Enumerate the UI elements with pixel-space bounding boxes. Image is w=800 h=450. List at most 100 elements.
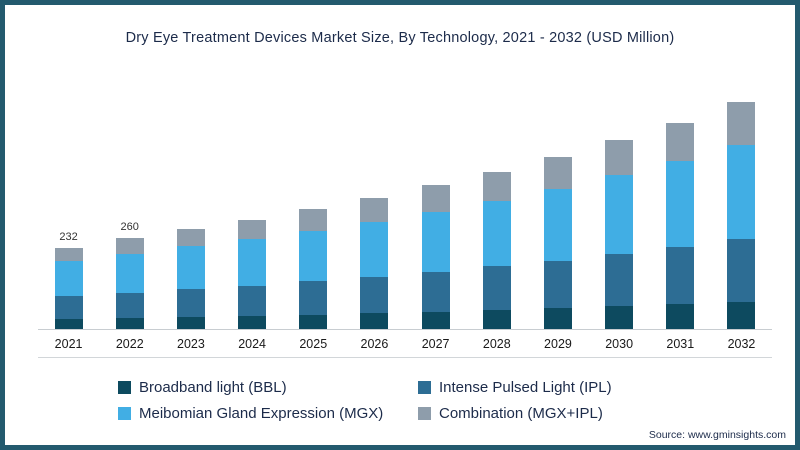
bar-column — [543, 140, 572, 329]
stacked-bar[interactable] — [176, 229, 205, 329]
bar-segment[interactable] — [176, 317, 205, 329]
x-axis-tick-label: 2028 — [482, 337, 511, 351]
bar-column: 260 — [115, 221, 144, 329]
x-axis-tick-label: 2032 — [727, 337, 756, 351]
bar-segment[interactable] — [360, 197, 389, 222]
bar-column — [604, 123, 633, 329]
x-axis-tick-label: 2021 — [54, 337, 83, 351]
bar-segment[interactable] — [727, 238, 756, 302]
stacked-bar[interactable] — [482, 171, 511, 329]
bar-segment[interactable] — [604, 140, 633, 176]
legend: Broadband light (BBL) Intense Pulsed Ligh… — [118, 379, 708, 422]
legend-item[interactable]: Combination (MGX+IPL) — [418, 405, 698, 422]
bar-segment[interactable] — [604, 175, 633, 254]
bar-segment[interactable] — [115, 253, 144, 293]
bar-segment[interactable] — [299, 230, 328, 282]
bar-segment[interactable] — [238, 316, 267, 329]
x-axis-tick-label: 2030 — [605, 337, 634, 351]
bar-segment[interactable] — [604, 253, 633, 307]
bar-segment[interactable] — [666, 304, 695, 329]
legend-swatch-icon — [118, 407, 131, 420]
bar-column — [299, 192, 328, 329]
bar-column — [176, 212, 205, 329]
bar-column — [727, 85, 756, 329]
bar-segment[interactable] — [299, 281, 328, 315]
bar-segment[interactable] — [360, 221, 389, 277]
legend-label: Meibomian Gland Expression (MGX) — [139, 405, 384, 422]
bar-segment[interactable] — [115, 292, 144, 319]
legend-item[interactable]: Intense Pulsed Light (IPL) — [418, 379, 698, 396]
plot-area: 232 260 — [38, 96, 772, 330]
stacked-bar[interactable] — [604, 140, 633, 329]
bar-segment[interactable] — [666, 246, 695, 305]
x-axis-tick-label: 2026 — [360, 337, 389, 351]
bar-segment[interactable] — [421, 272, 450, 312]
legend-label: Broadband light (BBL) — [139, 379, 287, 396]
bar-segment[interactable] — [54, 261, 83, 297]
bar-segment[interactable] — [299, 314, 328, 329]
bar-segment[interactable] — [543, 156, 572, 189]
bar-value-label: 232 — [59, 230, 78, 243]
bar-segment[interactable] — [299, 209, 328, 231]
bar-segment[interactable] — [543, 188, 572, 261]
bar-segment[interactable] — [360, 313, 389, 329]
bar-column — [666, 106, 695, 329]
bar-segment[interactable] — [176, 289, 205, 318]
x-axis-tick-label: 2031 — [666, 337, 695, 351]
bar-segment[interactable] — [482, 200, 511, 267]
bar-value-label: 260 — [120, 221, 139, 234]
bar-segment[interactable] — [482, 171, 511, 201]
x-axis-tick-label: 2025 — [299, 337, 328, 351]
bar-segment[interactable] — [727, 301, 756, 329]
legend-label: Combination (MGX+IPL) — [439, 405, 603, 422]
bar-segment[interactable] — [421, 311, 450, 329]
bar-segment[interactable] — [666, 122, 695, 162]
legend-swatch-icon — [118, 381, 131, 394]
stacked-bar[interactable] — [666, 122, 695, 329]
bar-segment[interactable] — [176, 246, 205, 290]
stacked-bar[interactable] — [115, 238, 144, 329]
bar-segment[interactable] — [666, 161, 695, 247]
bar-column: 232 — [54, 230, 83, 329]
stacked-bar[interactable] — [360, 197, 389, 329]
stacked-bar[interactable] — [54, 247, 83, 329]
bar-segment[interactable] — [360, 276, 389, 314]
x-axis-tick-label: 2023 — [177, 337, 205, 351]
bar-column — [360, 181, 389, 329]
bar-segment[interactable] — [727, 145, 756, 239]
stacked-bar[interactable] — [727, 102, 756, 329]
bar-segment[interactable] — [482, 266, 511, 311]
bar-column — [421, 168, 450, 329]
legend-swatch-icon — [418, 381, 431, 394]
source-attribution: Source: www.gminsights.com — [648, 429, 786, 441]
bar-segment[interactable] — [54, 319, 83, 329]
bar-segment[interactable] — [176, 229, 205, 247]
stacked-bar[interactable] — [543, 156, 572, 329]
bar-segment[interactable] — [421, 185, 450, 212]
x-axis: 2021 2022 2023 2024 2025 2026 2027 2028 2029 2030… — [38, 331, 772, 358]
bar-segment[interactable] — [115, 238, 144, 254]
bar-segment[interactable] — [238, 285, 267, 317]
bar-segment[interactable] — [54, 296, 83, 320]
bar-column — [238, 203, 267, 329]
x-axis-tick-label: 2027 — [421, 337, 450, 351]
bar-segment[interactable] — [238, 219, 267, 240]
bar-segment[interactable] — [115, 318, 144, 329]
bar-segment[interactable] — [727, 102, 756, 146]
bar-segment[interactable] — [543, 260, 572, 309]
bar-segment[interactable] — [238, 239, 267, 286]
x-axis-tick-label: 2022 — [115, 337, 144, 351]
bar-column — [482, 155, 511, 329]
legend-label: Intense Pulsed Light (IPL) — [439, 379, 612, 396]
bar-segment[interactable] — [421, 211, 450, 273]
legend-item[interactable]: Meibomian Gland Expression (MGX) — [118, 405, 418, 422]
stacked-bar[interactable] — [299, 209, 328, 329]
legend-item[interactable]: Broadband light (BBL) — [118, 379, 418, 396]
chart-title: Dry Eye Treatment Devices Market Size, B… — [125, 30, 675, 46]
bar-segment[interactable] — [543, 308, 572, 329]
stacked-bar[interactable] — [238, 219, 267, 329]
bar-segment[interactable] — [54, 247, 83, 262]
bar-segment[interactable] — [604, 306, 633, 329]
bar-segment[interactable] — [482, 310, 511, 329]
stacked-bar[interactable] — [421, 185, 450, 329]
